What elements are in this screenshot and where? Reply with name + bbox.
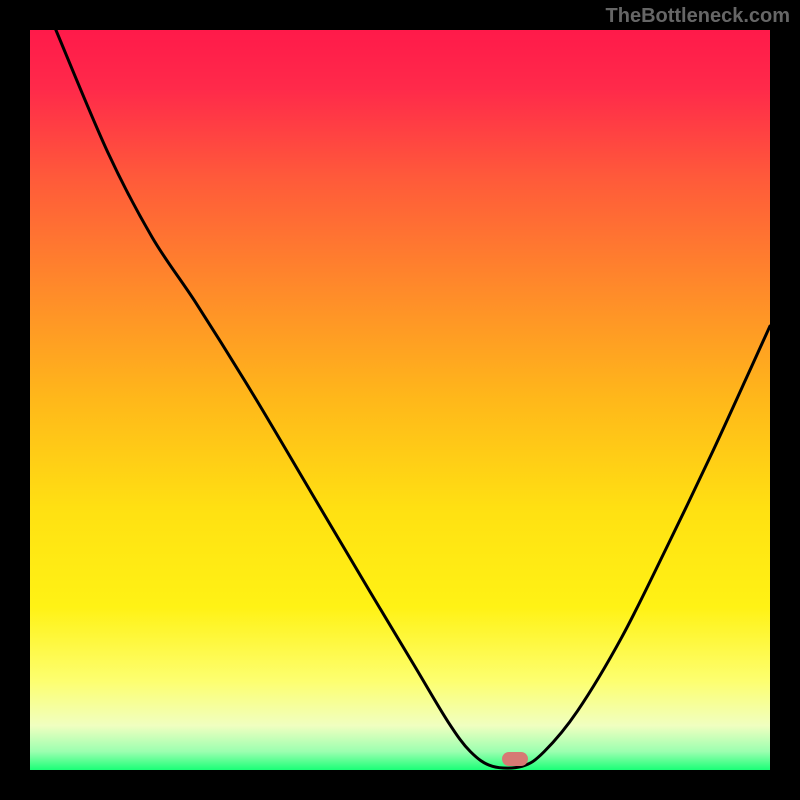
plot-svg — [30, 30, 770, 770]
gradient-background — [30, 30, 770, 770]
chart-container: TheBottleneck.com — [0, 0, 800, 800]
plot-area — [30, 30, 770, 770]
optimal-marker — [502, 752, 528, 766]
watermark: TheBottleneck.com — [606, 5, 790, 28]
